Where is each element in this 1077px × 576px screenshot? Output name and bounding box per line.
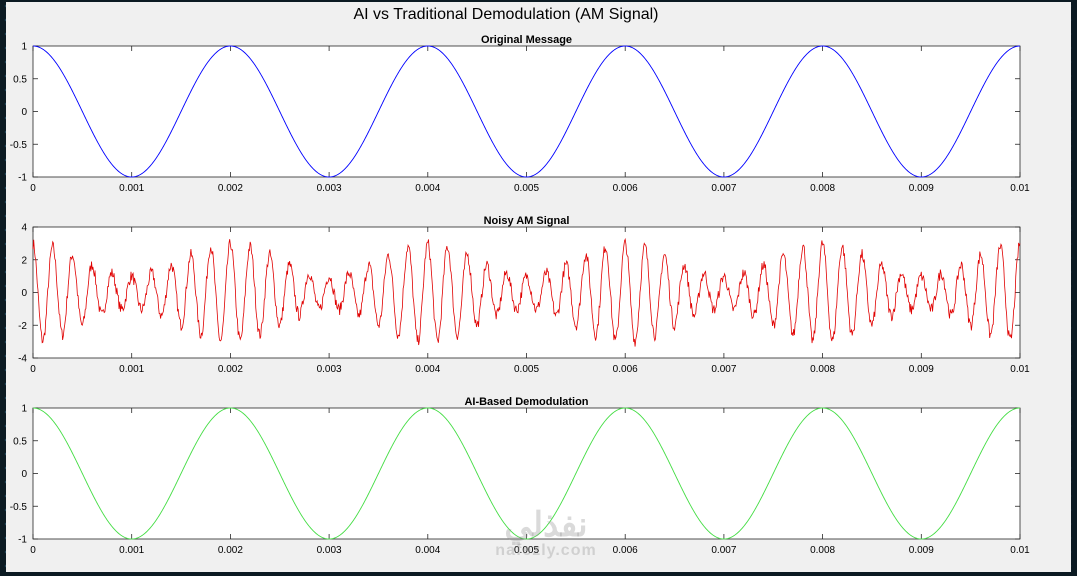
plot-area (32, 45, 1021, 178)
figure-title: AI vs Traditional Demodulation (AM Signa… (353, 6, 659, 23)
x-tick-label: 0.009 (909, 545, 934, 556)
subplot-title: Original Message (481, 34, 572, 46)
x-tick-label: 0 (30, 364, 36, 375)
y-tick-label: -0.5 (10, 140, 28, 151)
x-tick-label: 0.001 (119, 183, 144, 194)
x-tick-label: 0.008 (810, 364, 835, 375)
series-line (32, 237, 1021, 347)
x-tick-label: 0.007 (711, 545, 736, 556)
figure-window: AI vs Traditional Demodulation (AM Signa… (6, 2, 1071, 572)
y-tick-label: 2 (21, 255, 27, 266)
x-tick-label: 0.005 (514, 545, 539, 556)
y-tick-label: -1 (18, 173, 27, 184)
x-tick-label: 0.009 (909, 364, 934, 375)
x-tick-label: 0.004 (415, 364, 440, 375)
x-tick-label: 0.004 (415, 183, 440, 194)
plot-area (32, 226, 1021, 359)
x-tick-label: 0.002 (218, 183, 243, 194)
x-tick-label: 0.008 (810, 183, 835, 194)
x-tick-label: 0.006 (613, 545, 638, 556)
x-tick-label: 0.003 (317, 545, 342, 556)
x-tick-label: 0.003 (317, 183, 342, 194)
x-tick-label: 0.001 (119, 545, 144, 556)
series-line (32, 45, 1021, 178)
y-tick-label: 0.5 (13, 436, 27, 447)
plot-area (32, 407, 1021, 540)
x-tick-label: 0.007 (711, 364, 736, 375)
y-tick-label: 1 (21, 404, 27, 415)
x-tick-label: 0.002 (218, 364, 243, 375)
x-tick-label: 0.01 (1010, 183, 1030, 194)
x-tick-label: 0.005 (514, 183, 539, 194)
y-tick-label: -1 (18, 535, 27, 546)
y-tick-label: 0.5 (13, 74, 27, 85)
x-tick-label: 0.001 (119, 364, 144, 375)
x-tick-label: 0.002 (218, 545, 243, 556)
x-tick-label: 0.006 (613, 364, 638, 375)
y-tick-label: 0 (21, 288, 27, 299)
y-tick-label: 0 (21, 107, 27, 118)
x-tick-label: 0 (30, 183, 36, 194)
subplot-title: AI-Based Demodulation (464, 396, 588, 408)
plots-canvas: Original Message 0 0.001 0.002 0.003 0.004 0.0… (10, 34, 1030, 556)
x-tick-label: 0 (30, 545, 36, 556)
y-tick-label: 4 (21, 223, 27, 234)
x-tick-label: 0.009 (909, 183, 934, 194)
x-tick-label: 0.008 (810, 545, 835, 556)
y-tick-label: -2 (18, 321, 27, 332)
y-tick-label: 0 (21, 469, 27, 480)
x-tick-label: 0.004 (415, 545, 440, 556)
x-tick-label: 0.007 (711, 183, 736, 194)
y-tick-label: -0.5 (10, 502, 28, 513)
x-tick-label: 0.006 (613, 183, 638, 194)
y-tick-label: -4 (18, 354, 27, 365)
y-tick-label: 1 (21, 42, 27, 53)
series-line (32, 407, 1021, 540)
x-tick-label: 0.01 (1010, 545, 1030, 556)
x-tick-label: 0.003 (317, 364, 342, 375)
x-tick-label: 0.01 (1010, 364, 1030, 375)
subplot-title: Noisy AM Signal (484, 215, 570, 227)
x-tick-label: 0.005 (514, 364, 539, 375)
